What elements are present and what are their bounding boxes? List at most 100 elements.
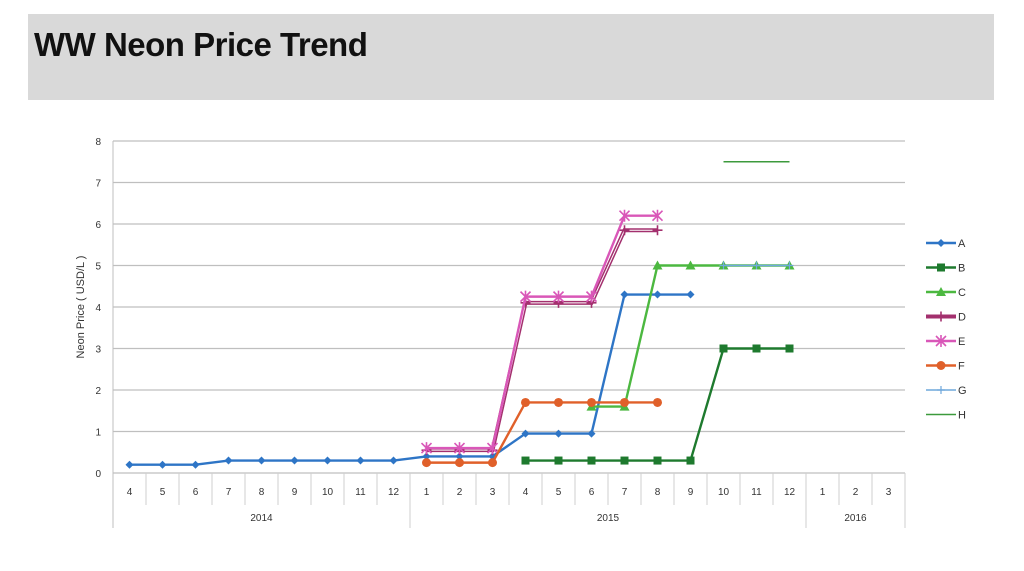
data-point-E bbox=[420, 442, 433, 455]
data-point-D bbox=[619, 225, 630, 236]
data-point-E bbox=[552, 290, 565, 303]
series-line-D bbox=[426, 228, 658, 453]
data-point-B bbox=[686, 456, 695, 465]
x-tick-label: 10 bbox=[718, 487, 730, 498]
x-tick-label: 4 bbox=[127, 487, 133, 498]
x-tick-label: 9 bbox=[292, 487, 298, 498]
x-year-label: 2016 bbox=[844, 513, 867, 524]
data-point-F bbox=[653, 397, 662, 407]
x-tick-label: 5 bbox=[160, 487, 166, 498]
series-line-inner-D bbox=[426, 229, 658, 451]
x-tick-label: 11 bbox=[355, 487, 366, 498]
legend-marker-F bbox=[936, 361, 946, 370]
x-tick-label: 7 bbox=[226, 487, 232, 498]
x-tick-label: 5 bbox=[556, 487, 562, 498]
data-point-G bbox=[785, 261, 794, 270]
data-point-F bbox=[455, 458, 464, 468]
data-point-A bbox=[257, 456, 266, 465]
data-point-E bbox=[618, 209, 631, 222]
series-line-C bbox=[591, 264, 790, 408]
data-point-A bbox=[521, 429, 530, 438]
y-tick-label: 6 bbox=[95, 220, 101, 231]
series-line-E bbox=[426, 214, 658, 450]
x-tick-label: 3 bbox=[490, 487, 496, 498]
data-point-C bbox=[652, 260, 663, 270]
x-tick-label: 3 bbox=[886, 487, 892, 498]
x-tick-label: 6 bbox=[193, 487, 199, 498]
legend-label-F: F bbox=[958, 361, 965, 373]
data-point-E bbox=[519, 290, 532, 303]
legend-marker-A bbox=[937, 239, 945, 247]
y-tick-label: 5 bbox=[95, 262, 101, 273]
data-point-C bbox=[685, 260, 696, 270]
data-point-B bbox=[752, 344, 761, 353]
legend-label-E: E bbox=[958, 336, 965, 348]
data-point-F bbox=[521, 397, 530, 407]
legend-marker-B bbox=[937, 263, 945, 272]
data-point-A bbox=[389, 456, 398, 465]
series-line-A bbox=[129, 293, 691, 466]
y-tick-label: 8 bbox=[95, 137, 101, 148]
data-point-A bbox=[554, 429, 563, 438]
data-point-B bbox=[554, 456, 563, 465]
legend-marker-E bbox=[935, 335, 947, 347]
data-point-A bbox=[587, 429, 596, 438]
y-tick-label: 0 bbox=[95, 469, 101, 480]
data-point-A bbox=[356, 456, 365, 465]
y-axis-label: Neon Price ( USD/L ) bbox=[75, 256, 87, 359]
x-year-label: 2014 bbox=[250, 513, 273, 524]
data-point-A bbox=[191, 460, 200, 469]
chart-title: WW Neon Price Trend bbox=[34, 26, 368, 63]
data-point-E bbox=[453, 442, 466, 455]
data-point-G bbox=[752, 261, 761, 270]
data-point-E bbox=[585, 290, 598, 303]
legend-label-H: H bbox=[958, 410, 966, 422]
data-point-F bbox=[587, 397, 596, 407]
data-point-A bbox=[686, 290, 695, 299]
x-tick-label: 2 bbox=[853, 487, 859, 498]
legend-marker-C bbox=[936, 287, 946, 296]
title-banner bbox=[28, 14, 994, 100]
legend-label-B: B bbox=[958, 263, 965, 275]
data-point-A bbox=[158, 460, 167, 469]
y-tick-label: 4 bbox=[95, 303, 101, 314]
data-point-A bbox=[323, 456, 332, 465]
data-point-A bbox=[290, 456, 299, 465]
legend-marker-G bbox=[937, 386, 945, 394]
legend-marker-D bbox=[936, 311, 946, 322]
x-tick-label: 9 bbox=[688, 487, 694, 498]
x-tick-label: 4 bbox=[523, 487, 529, 498]
x-year-label: 2015 bbox=[597, 513, 620, 524]
data-point-B bbox=[785, 344, 794, 353]
data-point-F bbox=[488, 458, 497, 468]
x-tick-label: 8 bbox=[259, 487, 265, 498]
x-tick-label: 7 bbox=[622, 487, 628, 498]
x-tick-label: 6 bbox=[589, 487, 595, 498]
legend-label-D: D bbox=[958, 312, 966, 324]
data-point-E bbox=[486, 442, 499, 455]
x-tick-label: 2 bbox=[457, 487, 463, 498]
data-point-A bbox=[125, 460, 134, 469]
data-point-A bbox=[455, 452, 464, 461]
data-point-A bbox=[422, 452, 431, 461]
y-tick-label: 2 bbox=[95, 386, 101, 397]
y-tick-label: 7 bbox=[95, 179, 101, 190]
x-tick-label: 12 bbox=[784, 487, 796, 498]
data-point-B bbox=[521, 456, 530, 465]
data-point-F bbox=[422, 458, 431, 468]
x-tick-label: 1 bbox=[820, 487, 826, 498]
data-point-A bbox=[653, 290, 662, 299]
y-tick-label: 1 bbox=[95, 428, 101, 439]
data-point-F bbox=[554, 397, 563, 407]
y-tick-label: 3 bbox=[95, 345, 101, 356]
series-line-F bbox=[426, 401, 658, 464]
data-point-G bbox=[719, 261, 728, 270]
data-point-F bbox=[620, 397, 629, 407]
data-point-B bbox=[620, 456, 629, 465]
x-tick-label: 11 bbox=[751, 487, 762, 498]
legend-label-C: C bbox=[958, 287, 966, 299]
data-point-B bbox=[587, 456, 596, 465]
data-point-B bbox=[719, 344, 728, 353]
data-point-D bbox=[652, 225, 663, 236]
